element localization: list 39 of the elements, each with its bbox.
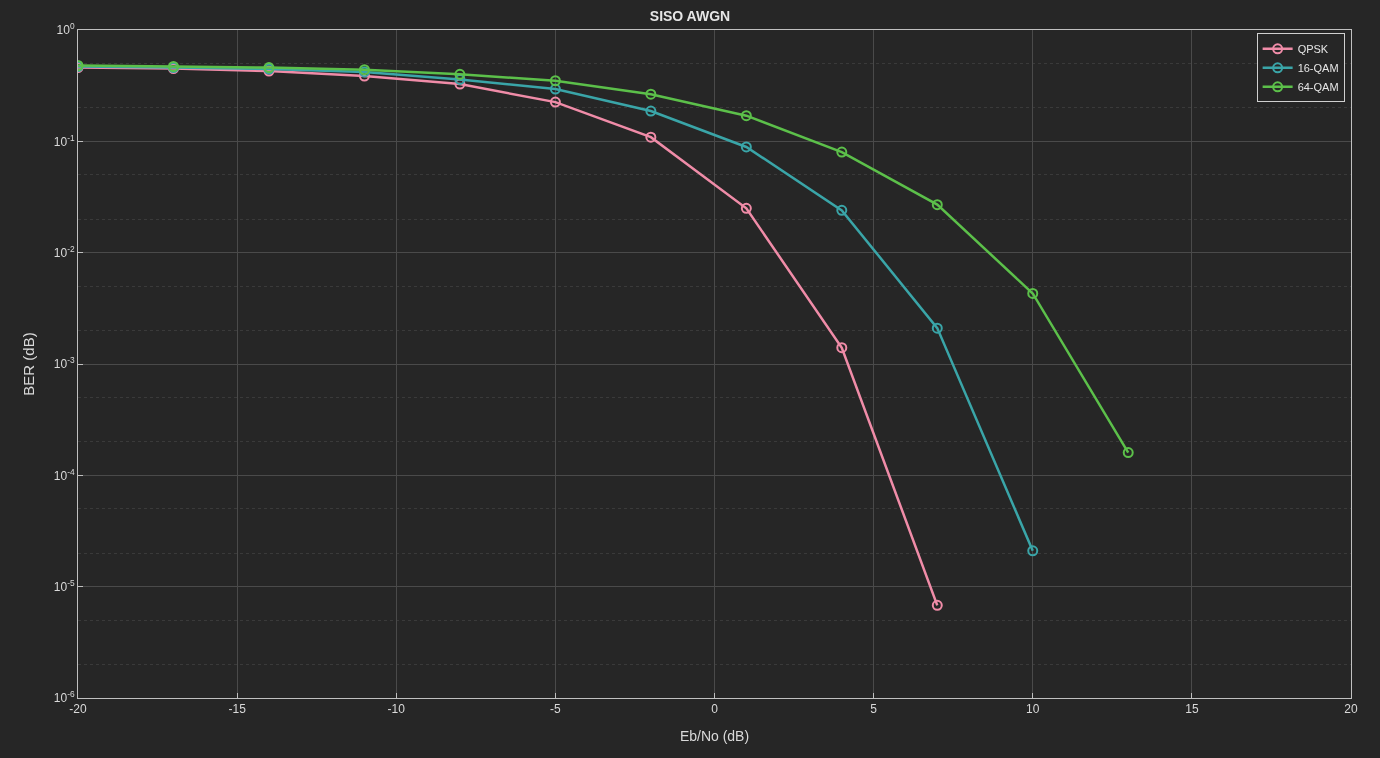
- y-tick-label: 10$^{-4}$: [53, 466, 75, 483]
- x-tick-label: -10: [387, 702, 406, 717]
- point: [549, 83, 561, 95]
- point: [549, 75, 561, 87]
- chart-title: SISO AWGN: [649, 8, 731, 25]
- x-tick-label: 5: [870, 702, 878, 717]
- point: [836, 342, 848, 354]
- point: [836, 204, 848, 216]
- point: [740, 110, 752, 122]
- y-tick-label: 10$^{-2}$: [53, 243, 75, 260]
- point: [454, 68, 466, 80]
- x-tick-label: -15: [228, 702, 247, 717]
- point: [645, 105, 657, 117]
- point: [931, 199, 943, 211]
- point: [740, 202, 752, 214]
- x-tick-label: 0: [711, 702, 719, 717]
- point: [645, 88, 657, 100]
- point: [836, 146, 848, 158]
- point: [1027, 545, 1039, 557]
- legend-label: QPSK: [1297, 43, 1329, 56]
- y-tick-label: 10$^{-1}$: [53, 132, 75, 149]
- x-tick-label: 15: [1185, 702, 1199, 717]
- point: [645, 131, 657, 143]
- point: [740, 141, 752, 153]
- legend-label: 16-QAM: [1297, 62, 1339, 75]
- x-tick-label: 20: [1344, 702, 1358, 717]
- x-tick-label: 10: [1026, 702, 1040, 717]
- y-tick-label: 10$^{-3}$: [53, 355, 75, 372]
- y-tick-label: 10$^{-5}$: [53, 577, 75, 594]
- point: [549, 96, 561, 108]
- y-axis-title: BER (dB): [20, 332, 38, 396]
- point: [931, 322, 943, 334]
- point: [1122, 447, 1134, 459]
- x-tick-label: -5: [550, 702, 562, 717]
- x-axis-title: Eb/No (dB): [679, 727, 750, 744]
- y-tick-label: 10$^{0}$: [56, 21, 75, 38]
- point: [1027, 287, 1039, 299]
- point: [931, 599, 943, 611]
- legend-label: 64-QAM: [1297, 81, 1339, 94]
